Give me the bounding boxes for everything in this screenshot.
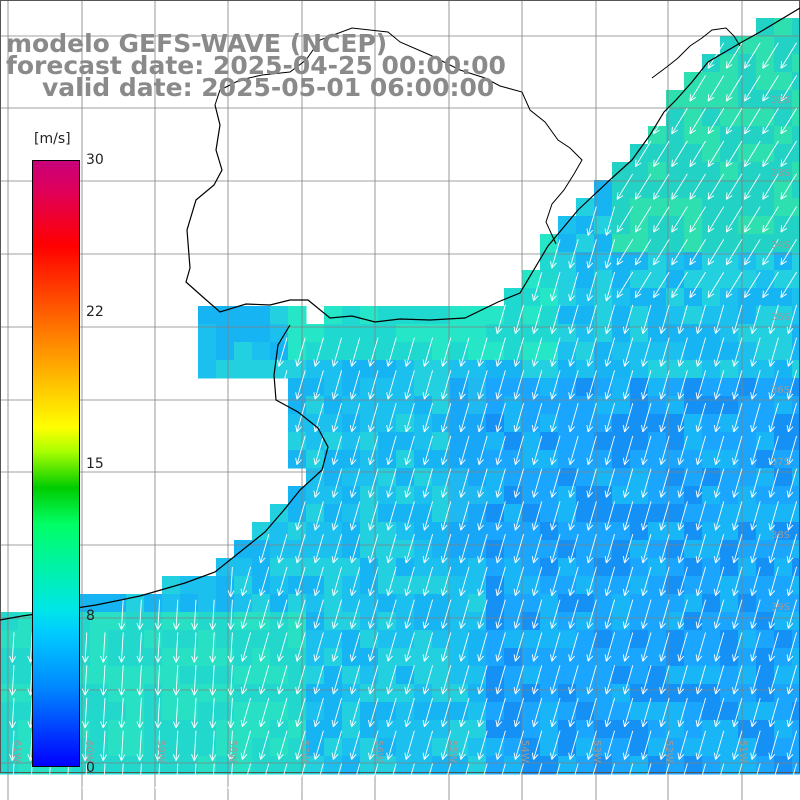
colorbar-tick-0: 0 [86,760,95,776]
longitude-label: 52W [663,740,674,763]
longitude-label: 57W [299,740,310,763]
latitude-label: 32S [771,95,791,106]
forecast-date: forecast date: 2025-04-25 00:00:00 [6,51,506,80]
wind-direction-arrows [9,42,798,794]
estuary-coastline [0,324,329,621]
latitude-label: 36S [771,385,791,396]
latitude-label: 35S [771,312,791,323]
lagoon-coast [651,27,741,79]
colorbar-tick-8: 8 [86,608,95,624]
longitude-label: 53W [591,740,602,763]
colorbar-unit: [m/s] [34,131,71,147]
longitude-label: 56W [373,740,384,763]
colorbar-tick-15: 15 [86,456,104,472]
latitude-label: 39S [771,602,791,613]
colorbar-tick-22: 22 [86,304,104,320]
longitude-label: 60W [83,740,94,763]
longitude-label: 54W [519,740,530,763]
longitude-label: 51W [737,740,748,763]
latitude-label: 38S [771,530,791,541]
latitude-label: 34S [771,240,791,251]
longitude-label: 55W [447,740,458,763]
valid-date: valid date: 2025-05-01 06:00:00 [42,73,495,102]
model-title: modelo GEFS-WAVE (NCEP) [6,29,388,58]
latitude-label: 33S [771,168,791,179]
colorbar [32,160,80,767]
inland-border [214,27,583,245]
longitude-label: 58W [227,740,238,763]
colorbar-tick-30: 30 [86,152,104,168]
longitude-label: 59W [155,740,166,763]
latitude-label: 37S [771,457,791,468]
coastline [185,7,800,323]
longitude-label: 61W [11,740,22,763]
